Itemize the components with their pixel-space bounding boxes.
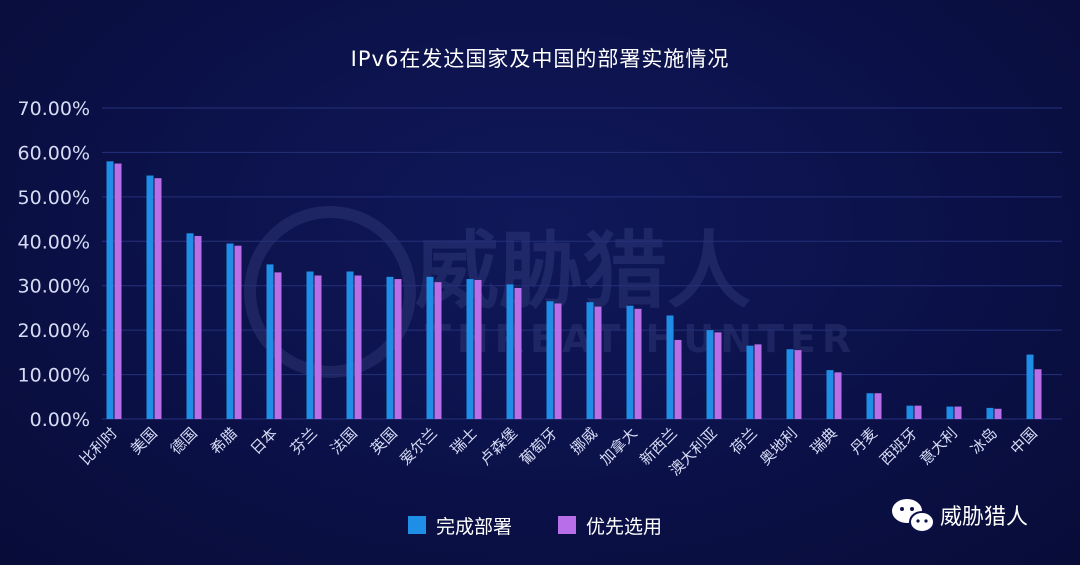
x-tick-label: 加拿大 xyxy=(596,424,641,469)
x-tick-label: 意大利 xyxy=(916,424,961,469)
wechat-icon xyxy=(892,499,935,533)
bar-completed xyxy=(426,276,434,419)
bar-preferred xyxy=(434,282,442,419)
chart-title: IPv6在发达国家及中国的部署实施情况 xyxy=(351,47,730,71)
bar-completed xyxy=(346,271,354,419)
bar-preferred xyxy=(714,332,722,419)
bar-preferred xyxy=(594,306,602,419)
x-tick-label: 葡萄牙 xyxy=(516,424,561,469)
bar-preferred xyxy=(474,279,482,419)
bar-completed xyxy=(466,279,474,419)
x-tick-label: 挪威 xyxy=(567,424,601,458)
y-tick-label: 10.00% xyxy=(18,365,90,387)
legend-label-preferred: 优先选用 xyxy=(586,516,662,538)
bar-completed xyxy=(986,407,994,419)
bars xyxy=(106,161,1042,420)
bar-preferred xyxy=(794,350,802,419)
x-tick-label: 瑞典 xyxy=(807,424,841,458)
bar-completed xyxy=(666,315,674,419)
bar-completed xyxy=(826,370,834,419)
bar-preferred xyxy=(1034,369,1042,419)
x-tick-label: 奥地利 xyxy=(756,424,801,469)
bar-preferred xyxy=(634,308,642,419)
x-tick-label: 荷兰 xyxy=(727,424,761,458)
watermark-text-cn: 威胁猎人 xyxy=(415,222,751,320)
brand-name: 威胁猎人 xyxy=(940,505,1028,530)
bar-preferred xyxy=(914,405,922,419)
bar-preferred xyxy=(274,272,282,419)
bar-preferred xyxy=(314,275,322,419)
x-tick-label: 德国 xyxy=(167,424,201,458)
bar-preferred xyxy=(754,344,762,419)
grid xyxy=(102,107,1062,420)
bar-preferred xyxy=(514,287,522,419)
bar-preferred xyxy=(354,275,362,419)
bar-preferred xyxy=(874,393,882,419)
bar-preferred xyxy=(194,235,202,419)
y-tick-label: 70.00% xyxy=(18,98,90,120)
x-tick-label: 丹麦 xyxy=(847,424,881,458)
bar-preferred xyxy=(994,408,1002,419)
y-axis: 0.00% 10.00% 20.00% 30.00% 40.00% 50.00% 60.00… xyxy=(18,98,90,431)
x-tick-label: 日本 xyxy=(247,424,281,458)
bar-preferred xyxy=(114,163,122,419)
bar-preferred xyxy=(554,303,562,419)
bar-completed xyxy=(386,276,394,419)
x-tick-label: 美国 xyxy=(127,424,161,458)
x-tick-label: 英国 xyxy=(367,424,401,458)
bar-completed xyxy=(106,161,114,420)
bar-preferred xyxy=(394,279,402,419)
bar-completed xyxy=(546,301,554,419)
bar-completed xyxy=(186,233,194,419)
brand: 威胁猎人 xyxy=(892,499,1028,533)
x-tick-label: 芬兰 xyxy=(287,424,321,458)
x-tick-label: 瑞士 xyxy=(447,424,481,458)
bar-completed xyxy=(746,345,754,419)
x-tick-label: 西班牙 xyxy=(876,424,921,469)
legend: 完成部署 优先选用 xyxy=(408,516,662,538)
watermark: 威胁猎人 THREAT HUNTER xyxy=(244,206,851,378)
x-tick-label: 爱尔兰 xyxy=(396,424,441,469)
bar-completed xyxy=(1026,354,1034,419)
legend-swatch-completed xyxy=(408,516,426,534)
bar-completed xyxy=(506,284,514,419)
x-tick-label: 中国 xyxy=(1007,424,1041,458)
bar-preferred xyxy=(954,406,962,419)
y-tick-label: 50.00% xyxy=(18,187,90,209)
bar-completed xyxy=(946,406,954,419)
bar-completed xyxy=(586,302,594,419)
y-tick-label: 60.00% xyxy=(18,142,90,164)
bar-completed xyxy=(146,175,154,419)
bar-preferred xyxy=(234,245,242,419)
bar-completed xyxy=(906,405,914,419)
legend-swatch-preferred xyxy=(558,516,576,534)
bar-completed xyxy=(706,330,714,419)
bar-completed xyxy=(226,243,234,419)
y-tick-label: 0.00% xyxy=(30,409,90,431)
x-tick-label: 卢森堡 xyxy=(476,424,521,469)
watermark-logo xyxy=(244,206,416,378)
y-tick-label: 40.00% xyxy=(18,231,90,253)
bar-preferred xyxy=(154,178,162,419)
y-tick-label: 20.00% xyxy=(18,320,90,342)
bar-completed xyxy=(306,271,314,419)
bar-completed xyxy=(786,349,794,419)
bar-completed xyxy=(866,393,874,419)
bar-completed xyxy=(266,264,274,419)
bar-completed xyxy=(626,305,634,419)
x-tick-label: 冰岛 xyxy=(967,424,1001,458)
bar-preferred xyxy=(674,339,682,419)
legend-label-completed: 完成部署 xyxy=(436,516,512,538)
bar-preferred xyxy=(834,372,842,419)
x-tick-label: 法国 xyxy=(327,424,361,458)
x-tick-label: 希腊 xyxy=(207,424,241,458)
y-tick-label: 30.00% xyxy=(18,276,90,298)
